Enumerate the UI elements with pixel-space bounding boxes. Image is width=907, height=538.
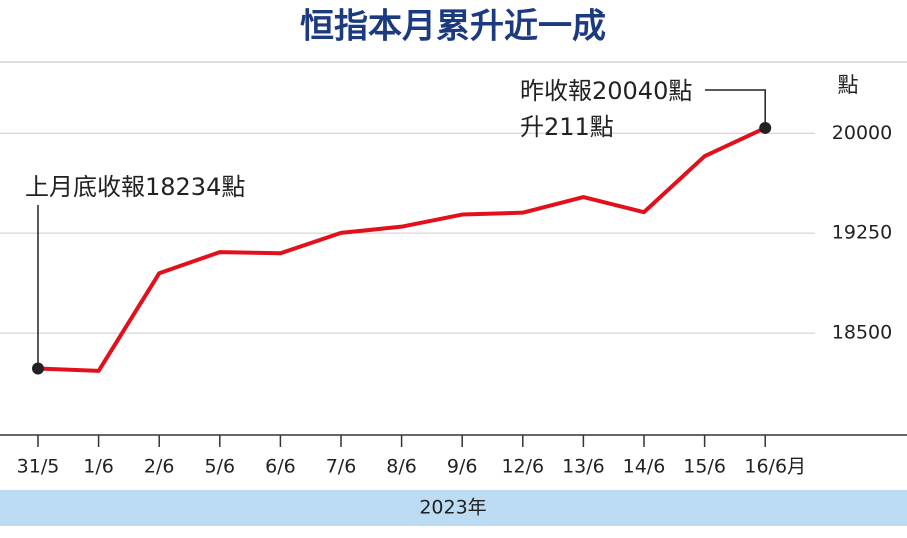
chart-title: 恒指本月累升近一成 [300, 7, 606, 47]
y-tick-label: 18500 [832, 322, 892, 344]
x-tick-label: 15/6 [683, 456, 726, 478]
y-tick-label: 19250 [832, 222, 892, 244]
x-axis-label: 2023年 [419, 497, 486, 519]
x-tick-label: 16/6月 [744, 456, 806, 478]
leader-line [705, 89, 766, 128]
footer-band [0, 490, 907, 526]
annotation: 升211點 [520, 113, 614, 141]
x-tick-label: 12/6 [501, 456, 544, 478]
line [37, 126, 767, 373]
y-tick-label: 20000 [832, 122, 892, 144]
annotation: 上月底收報18234點 [25, 173, 245, 201]
y-axis-label: 點 [838, 73, 859, 97]
x-tick-label: 2/6 [144, 456, 175, 478]
x-tick-label: 6/6 [265, 456, 296, 478]
x-tick-label: 9/6 [447, 456, 478, 478]
annotation: 昨收報20040點 [520, 77, 692, 105]
x-tick-label: 13/6 [562, 456, 605, 478]
point [759, 121, 772, 134]
x-tick-label: 1/6 [83, 456, 114, 478]
x-tick-label: 31/5 [17, 456, 60, 478]
point [32, 362, 44, 375]
x-tick-label: 7/6 [326, 456, 357, 478]
x-tick-label: 8/6 [386, 456, 417, 478]
x-tick-label: 14/6 [623, 456, 666, 478]
x-tick-label: 5/6 [205, 456, 236, 478]
